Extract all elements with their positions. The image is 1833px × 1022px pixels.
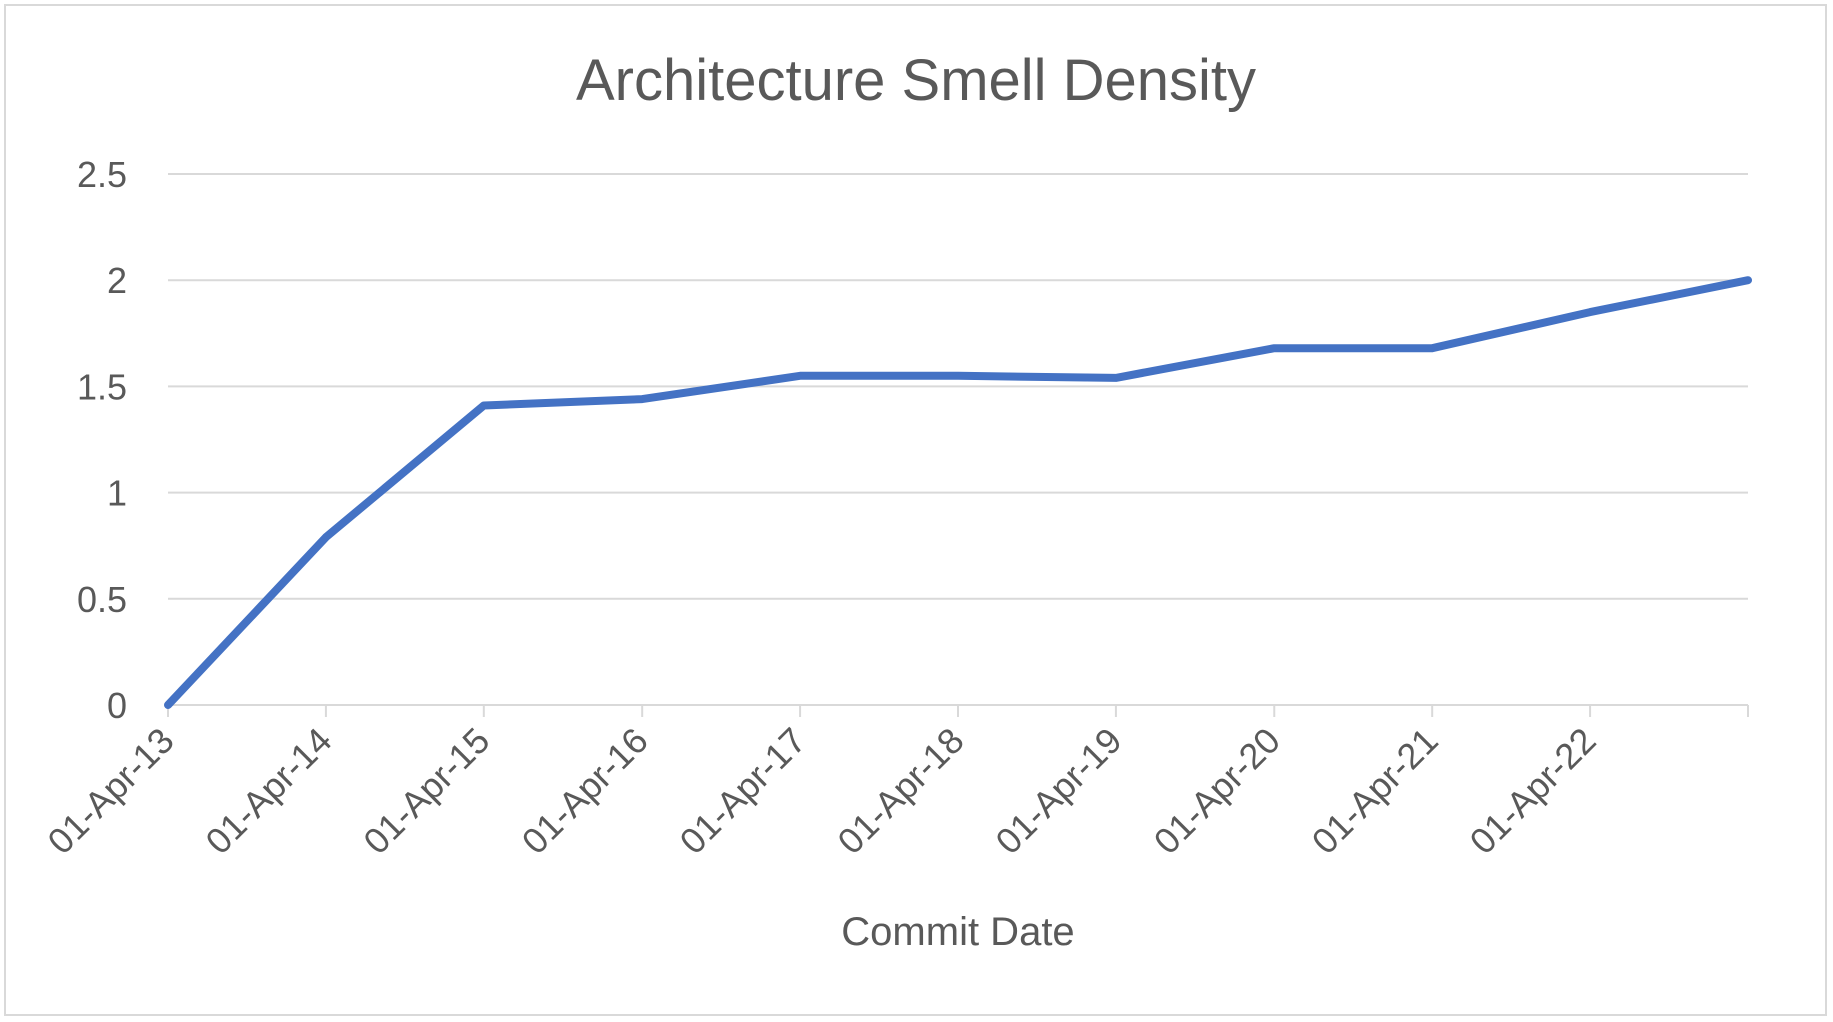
y-tick-label: 1 xyxy=(107,473,127,514)
x-tick-label: 01-Apr-15 xyxy=(355,720,497,862)
x-tick-label: 01-Apr-16 xyxy=(514,720,656,862)
gridlines xyxy=(168,173,1748,600)
y-tick-label: 0 xyxy=(107,685,127,726)
y-tick-label: 2 xyxy=(107,260,127,301)
y-tick-label: 0.5 xyxy=(77,579,127,620)
x-tick-label: 01-Apr-14 xyxy=(197,720,339,862)
x-tick-label: 01-Apr-13 xyxy=(39,720,181,862)
chart-title: Architecture Smell Density xyxy=(576,48,1256,113)
y-tick-label: 1.5 xyxy=(77,366,127,407)
x-tick-label: 01-Apr-20 xyxy=(1146,720,1288,862)
x-tick-label: 01-Apr-18 xyxy=(829,720,971,862)
x-tick-label: 01-Apr-22 xyxy=(1462,720,1604,862)
x-tick-labels: 01-Apr-13 01-Apr-14 01-Apr-15 01-Apr-16 01-A… xyxy=(39,720,1603,862)
x-tick-label: 01-Apr-19 xyxy=(987,720,1129,862)
chart-frame xyxy=(4,4,1827,1016)
x-axis-title: Commit Date xyxy=(841,910,1074,954)
series-group xyxy=(164,276,1752,709)
x-axis xyxy=(167,704,1749,717)
y-tick-label: 2.5 xyxy=(77,154,127,195)
x-tick-label: 01-Apr-17 xyxy=(672,720,814,862)
y-axis: 0 0.5 1 1.5 2 2.5 xyxy=(77,154,127,726)
x-tick-label: 01-Apr-21 xyxy=(1304,720,1446,862)
